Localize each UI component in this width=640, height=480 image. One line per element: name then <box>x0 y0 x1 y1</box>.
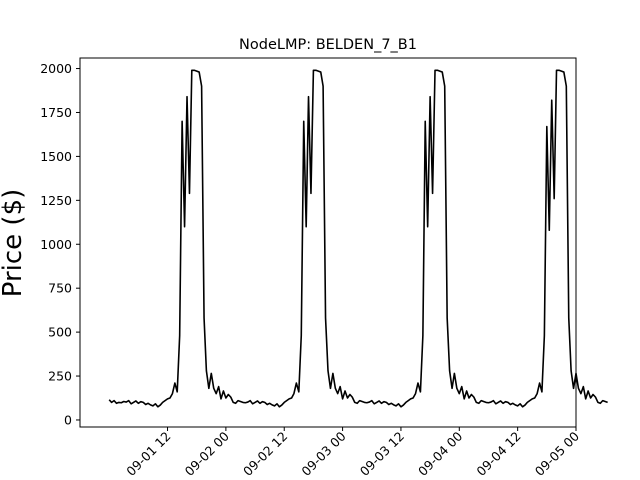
y-tick-label: 1250 <box>40 193 72 208</box>
y-tick-label: 750 <box>48 281 72 296</box>
y-axis: 0 250 500 750 1000 1250 1500 1750 2000 <box>40 61 80 427</box>
y-axis-label: Price ($) <box>0 189 28 298</box>
y-tick-label: 1500 <box>40 149 72 164</box>
y-tick-label: 0 <box>64 412 72 427</box>
y-tick-label: 2000 <box>40 61 72 76</box>
y-tick-label: 1750 <box>40 105 72 120</box>
y-tick-label: 1000 <box>40 237 72 252</box>
lmp-series-line <box>108 69 608 408</box>
plot-area-frame <box>79 57 577 428</box>
y-tick-label: 250 <box>48 369 72 384</box>
chart-title: NodeLMP: BELDEN_7_B1 <box>239 37 417 53</box>
y-tick-label: 500 <box>48 325 72 340</box>
